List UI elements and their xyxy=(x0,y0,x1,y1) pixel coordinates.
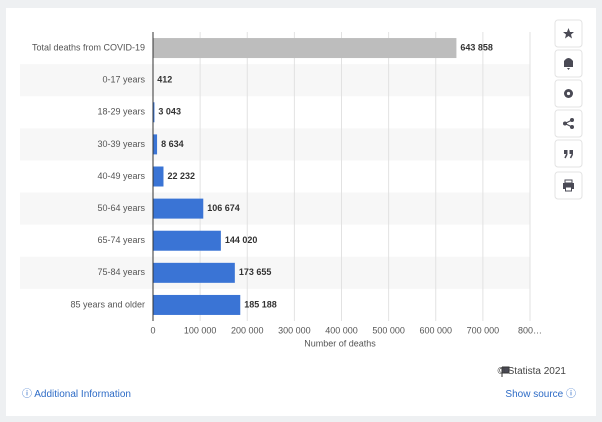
value-label: 8 634 xyxy=(161,139,184,149)
bar xyxy=(153,102,155,123)
value-label: 22 232 xyxy=(167,171,195,181)
x-axis-label: Number of deaths xyxy=(304,338,376,348)
row-stripe xyxy=(20,192,530,225)
value-label: 106 674 xyxy=(207,203,240,213)
x-tick-label: 200 000 xyxy=(231,325,264,335)
bar xyxy=(153,166,164,187)
source-link-text[interactable]: Show source xyxy=(505,389,564,400)
y-tick-label: 65-74 years xyxy=(97,235,145,245)
y-tick-label: 18-29 years xyxy=(97,107,145,117)
y-tick-label: 75-84 years xyxy=(97,267,145,277)
bar xyxy=(153,262,235,283)
x-tick-label: 100 000 xyxy=(184,325,217,335)
y-tick-label: 40-49 years xyxy=(97,171,145,181)
value-label: 185 188 xyxy=(244,299,277,309)
cite-button[interactable] xyxy=(554,139,583,168)
row-stripe xyxy=(20,64,530,97)
x-tick-label: 700 000 xyxy=(467,325,500,335)
alert-button[interactable] xyxy=(554,49,583,78)
y-tick-label: 30-39 years xyxy=(97,139,145,149)
x-tick-label: 500 000 xyxy=(372,325,405,335)
y-tick-label: 50-64 years xyxy=(97,203,145,213)
x-tick-label: 800… xyxy=(518,325,542,335)
value-label: 144 020 xyxy=(225,235,258,245)
value-label: 643 858 xyxy=(460,42,493,52)
y-tick-label: 0-17 years xyxy=(102,75,145,85)
info-link[interactable]: ⓘ Additional Information xyxy=(22,389,131,400)
x-tick-label: 300 000 xyxy=(278,325,311,335)
toolbar xyxy=(554,19,583,200)
bar xyxy=(153,230,221,251)
favorite-button[interactable] xyxy=(554,19,583,48)
settings-button[interactable] xyxy=(554,79,583,108)
bar xyxy=(153,134,158,155)
value-label: 412 xyxy=(157,75,172,85)
y-tick-label: 85 years and older xyxy=(70,299,145,309)
bar xyxy=(153,294,241,315)
x-tick-label: 0 xyxy=(150,325,155,335)
x-tick-label: 600 000 xyxy=(419,325,452,335)
share-button[interactable] xyxy=(554,109,583,138)
print-button[interactable] xyxy=(554,171,583,200)
x-tick-label: 400 000 xyxy=(325,325,358,335)
bar xyxy=(153,38,457,59)
flag-icon xyxy=(501,366,510,377)
credit: © Statista 2021 xyxy=(497,366,566,377)
bar xyxy=(153,198,204,219)
info-link-text[interactable]: Additional Information xyxy=(34,389,131,400)
row-stripe xyxy=(20,256,530,289)
source-link[interactable]: Show source ⓘ xyxy=(505,389,576,400)
row-stripe xyxy=(20,128,530,161)
value-label: 173 655 xyxy=(239,267,272,277)
value-label: 3 043 xyxy=(158,107,181,117)
y-tick-label: Total deaths from COVID-19 xyxy=(32,42,145,52)
